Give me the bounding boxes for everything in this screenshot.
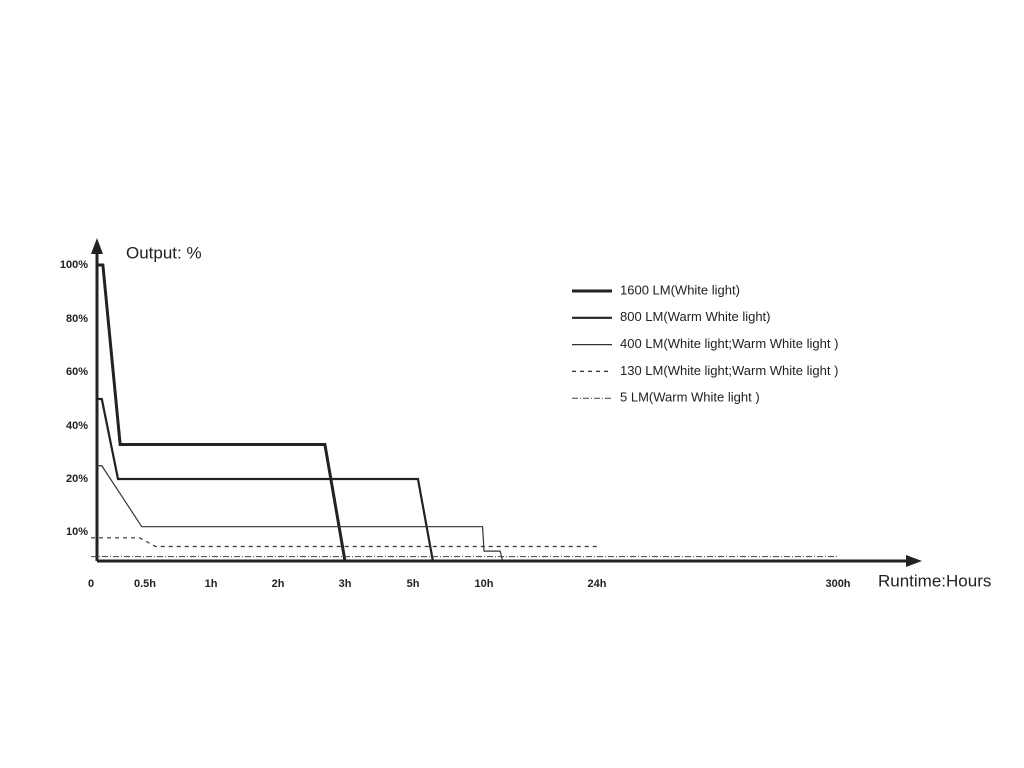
y-tick-label: 80% bbox=[66, 313, 88, 325]
x-tick-label: 1h bbox=[205, 578, 218, 590]
y-tick-label: 100% bbox=[60, 259, 88, 271]
y-tick-label: 60% bbox=[66, 366, 88, 378]
x-tick-label: 0 bbox=[88, 578, 94, 590]
x-tick-label: 24h bbox=[588, 578, 607, 590]
series-line bbox=[96, 263, 347, 562]
x-tick-label: 5h bbox=[407, 578, 420, 590]
x-arrow bbox=[906, 555, 922, 567]
x-tick-label: 3h bbox=[339, 578, 352, 590]
legend-label: 5 LM(Warm White light ) bbox=[620, 390, 760, 405]
legend-label: 130 LM(White light;Warm White light ) bbox=[620, 363, 838, 378]
x-tick-label: 2h bbox=[272, 578, 285, 590]
x-axis-title: Runtime:Hours bbox=[878, 571, 991, 590]
legend-label: 1600 LM(White light) bbox=[620, 282, 740, 297]
series-line bbox=[96, 465, 504, 562]
y-tick-label: 10% bbox=[66, 526, 88, 538]
legend-label: 400 LM(White light;Warm White light ) bbox=[620, 336, 838, 351]
y-tick-label: 40% bbox=[66, 420, 88, 432]
y-tick-label: 20% bbox=[66, 473, 88, 485]
x-tick-label: 300h bbox=[825, 578, 850, 590]
x-tick-label: 0.5h bbox=[134, 578, 156, 590]
y-arrow bbox=[91, 238, 103, 254]
legend-label: 800 LM(Warm White light) bbox=[620, 309, 771, 324]
series-line bbox=[91, 537, 597, 548]
y-axis-title: Output: % bbox=[126, 243, 202, 262]
x-tick-label: 10h bbox=[475, 578, 494, 590]
series-line bbox=[96, 397, 434, 562]
